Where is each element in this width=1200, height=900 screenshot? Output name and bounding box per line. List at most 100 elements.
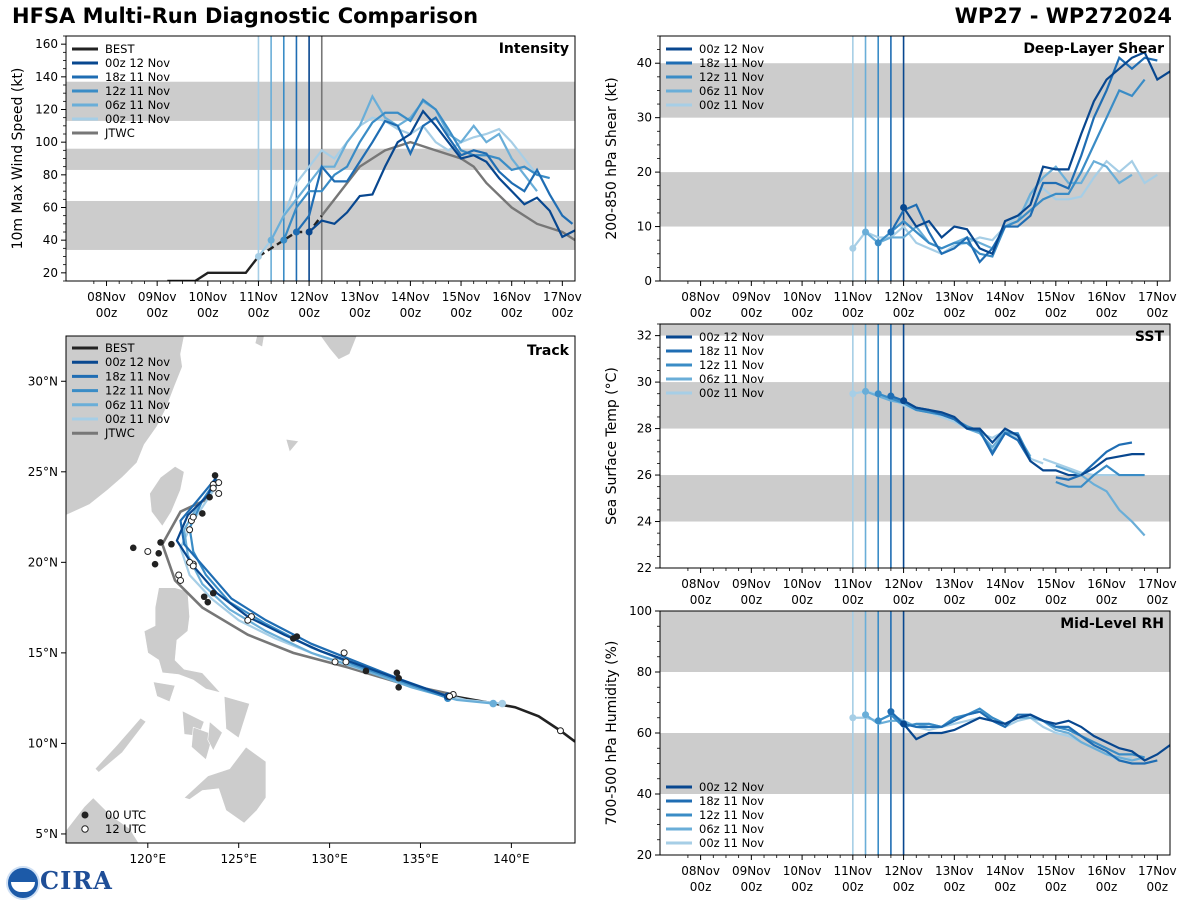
- init-point: [849, 244, 857, 252]
- x-tick-hour: 00z: [1147, 880, 1169, 894]
- legend-label: 06z 11 Nov: [105, 398, 170, 412]
- y-tick-label: 100: [629, 604, 652, 618]
- marker-00utc: [211, 472, 219, 479]
- best-track-line: [167, 255, 260, 281]
- lon-tick-label: 125°E: [220, 852, 257, 866]
- y-tick-label: 120: [35, 103, 58, 117]
- panel-title: SST: [1135, 329, 1165, 345]
- x-tick-hour: 00z: [1147, 593, 1169, 607]
- x-tick-hour: 00z: [1045, 880, 1067, 894]
- legend-label: 06z 11 Nov: [105, 98, 170, 112]
- x-tick-hour: 00z: [791, 306, 813, 320]
- x-tick-date: 16Nov: [492, 290, 531, 304]
- init-point: [280, 236, 288, 244]
- marker-00utc: [155, 549, 163, 557]
- x-tick-hour: 00z: [791, 880, 813, 894]
- y-tick-label: 20: [43, 266, 58, 280]
- legend-label: 00z 11 Nov: [699, 386, 764, 400]
- init-point: [900, 204, 908, 211]
- x-tick-hour: 00z: [450, 306, 472, 320]
- china-landmass-icon: [66, 336, 185, 516]
- x-tick-hour: 00z: [1096, 306, 1118, 320]
- panel-frame: [65, 335, 576, 844]
- marker-00utc: [393, 669, 401, 677]
- init-point: [254, 253, 262, 260]
- marker-00utc: [362, 667, 370, 675]
- x-tick-date: 16Nov: [1087, 864, 1126, 878]
- kyushu-landmass-icon: [320, 336, 358, 360]
- x-tick-hour: 00z: [791, 593, 813, 607]
- marker-12utc: [209, 484, 217, 492]
- lon-tick-label: 130°E: [311, 852, 348, 866]
- shaded-band: [660, 382, 1170, 429]
- legend-label: 12z 11 Nov: [699, 358, 764, 372]
- x-tick-hour: 00z: [552, 306, 574, 320]
- x-tick-date: 10Nov: [783, 290, 822, 304]
- x-tick-date: 15Nov: [1036, 864, 1075, 878]
- legend-label: 18z 11 Nov: [699, 794, 764, 808]
- lon-tick-label: 120°E: [130, 852, 167, 866]
- marker-12utc: [342, 658, 350, 666]
- y-tick-label: 140: [35, 70, 58, 84]
- x-tick-date: 12Nov: [884, 864, 923, 878]
- taiwan-landmass-icon: [149, 466, 185, 527]
- forecast-track-line: [175, 474, 449, 698]
- x-tick-hour: 00z: [1096, 880, 1118, 894]
- legend-label: BEST: [105, 42, 135, 56]
- logo-text: CIRA: [40, 866, 113, 895]
- init-point: [849, 390, 857, 398]
- intensity-panel: 20 40 60 80 100 120 140 160 08Nov 00z 09Nov 00z 10No…: [10, 35, 582, 320]
- x-tick-hour: 00z: [741, 593, 763, 607]
- x-tick-date: 09Nov: [138, 290, 177, 304]
- x-tick-hour: 00z: [400, 306, 422, 320]
- init-point: [874, 717, 882, 725]
- legend-label: 12z 11 Nov: [699, 808, 764, 822]
- y-tick-label: 60: [43, 201, 58, 215]
- marker-12utc: [446, 692, 454, 700]
- x-tick-date: 13Nov: [935, 864, 974, 878]
- legend-label: 12 UTC: [105, 822, 146, 836]
- x-tick-hour: 00z: [944, 880, 966, 894]
- x-tick-date: 08Nov: [681, 864, 720, 878]
- marker-00utc: [395, 674, 402, 682]
- okinawa-landmass-icon: [285, 438, 300, 453]
- x-tick-hour: 00z: [893, 880, 915, 894]
- init-point: [862, 711, 870, 719]
- marker-00utc: [129, 544, 137, 552]
- legend-label: 06z 11 Nov: [699, 372, 764, 386]
- x-tick-date: 14Nov: [986, 290, 1025, 304]
- y-tick-label: 24: [637, 515, 652, 529]
- x-tick-date: 17Nov: [1138, 577, 1177, 591]
- x-tick-date: 10Nov: [783, 864, 822, 878]
- x-tick-hour: 00z: [1147, 306, 1169, 320]
- storm-id: WP27 - WP272024: [954, 4, 1172, 28]
- x-tick-hour: 00z: [1045, 593, 1067, 607]
- init-point: [900, 397, 908, 405]
- negros-landmass-icon: [191, 726, 214, 761]
- init-point: [887, 708, 895, 716]
- mindoro-landmass-icon: [152, 681, 176, 703]
- legend-label: 00z 11 Nov: [699, 836, 764, 850]
- panel-frame: [659, 323, 1171, 569]
- map-area: [66, 336, 575, 843]
- legend-label: 12z 11 Nov: [105, 84, 170, 98]
- marker-12utc: [244, 616, 252, 624]
- x-tick-hour: 00z: [248, 306, 270, 320]
- x-tick-date: 17Nov: [543, 290, 582, 304]
- x-tick-date: 17Nov: [1138, 864, 1177, 878]
- marker-12utc: [340, 649, 348, 657]
- lat-tick-label: 5°N: [35, 827, 58, 841]
- y-tick-label: 22: [637, 561, 652, 575]
- y-tick-label: 0: [644, 274, 652, 288]
- x-tick-date: 09Nov: [732, 864, 771, 878]
- samar-leyte-landmass-icon: [223, 695, 250, 739]
- x-tick-date: 14Nov: [391, 290, 430, 304]
- x-tick-hour: 00z: [893, 306, 915, 320]
- cira-logo: CIRA: [4, 864, 114, 900]
- rh-panel: 20 40 60 80 100 08Nov 00z 09Nov 00z 10Nov 00z 11Nov…: [604, 604, 1177, 894]
- legend-label: BEST: [105, 341, 135, 355]
- series-line: [890, 710, 1158, 765]
- x-tick-date: 13Nov: [935, 577, 974, 591]
- y-tick-label: 26: [637, 468, 652, 482]
